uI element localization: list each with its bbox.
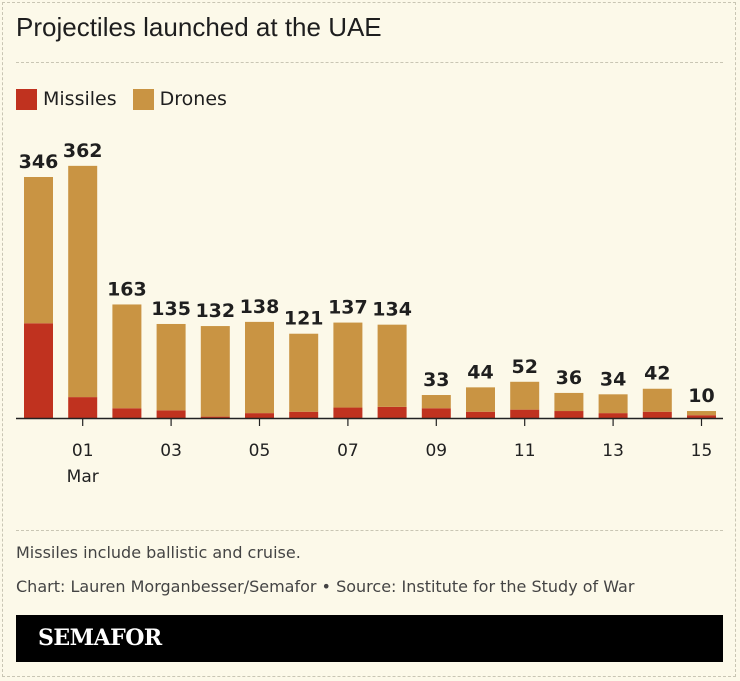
- credit: Chart: Lauren Morganbesser/Semafor • Sou…: [16, 577, 635, 596]
- total-label: 34: [600, 368, 626, 390]
- missiles-bar: [687, 415, 716, 418]
- x-tick-label: 09: [425, 441, 447, 461]
- drones-bar: [156, 323, 186, 411]
- divider: [16, 62, 723, 63]
- divider: [16, 530, 723, 531]
- x-tick-label: 05: [249, 441, 271, 461]
- missiles-bar: [200, 416, 230, 418]
- drones-bar: [200, 326, 230, 417]
- total-label: 121: [284, 308, 324, 330]
- drones-bar: [24, 177, 53, 324]
- drones-swatch: [132, 88, 154, 110]
- semafor-logo: SEMAFOR: [38, 625, 162, 651]
- total-label: 138: [240, 296, 280, 318]
- total-label: 134: [372, 299, 412, 321]
- drones-bar: [642, 388, 672, 412]
- x-tick-label: 03: [160, 441, 182, 461]
- x-tick-label: 15: [691, 441, 713, 461]
- brand-bar: SEMAFOR: [16, 615, 723, 662]
- total-label: 346: [19, 151, 59, 173]
- missiles-bar: [642, 411, 672, 418]
- drones-bar: [377, 324, 407, 407]
- chart-title: Projectiles launched at the UAE: [16, 12, 382, 42]
- missiles-bar: [598, 413, 628, 418]
- missiles-bar: [68, 397, 98, 418]
- total-label: 36: [556, 367, 582, 389]
- missiles-bar: [333, 407, 363, 418]
- missiles-bar: [24, 323, 53, 418]
- legend-label: Drones: [159, 88, 227, 110]
- missiles-bar: [466, 411, 495, 418]
- drones-bar: [333, 322, 363, 408]
- total-label: 44: [467, 361, 493, 383]
- x-tick-label: 07: [337, 441, 359, 461]
- total-label: 10: [688, 385, 714, 407]
- total-label: 132: [195, 300, 235, 322]
- total-label: 52: [511, 356, 537, 378]
- missiles-bar: [289, 411, 319, 418]
- missiles-bar: [156, 410, 186, 418]
- x-tick-label: 01: [72, 441, 94, 461]
- drones-bar: [421, 395, 451, 409]
- missiles-bar: [421, 408, 451, 418]
- missiles-swatch: [16, 88, 37, 110]
- x-tick-label: 13: [602, 441, 624, 461]
- drones-bar: [245, 321, 274, 414]
- footnote: Missiles include ballistic and cruise.: [16, 543, 301, 562]
- x-tick-sublabel: Mar: [67, 467, 99, 487]
- total-label: 135: [151, 298, 191, 320]
- total-label: 163: [107, 278, 147, 300]
- missiles-bar: [245, 413, 274, 418]
- missiles-bar: [377, 406, 407, 418]
- missiles-bar: [554, 411, 584, 418]
- drones-bar: [510, 381, 540, 410]
- missiles-bar: [510, 409, 540, 418]
- drones-bar: [554, 392, 584, 412]
- drones-bar: [112, 304, 142, 409]
- x-tick-label: 11: [514, 441, 536, 461]
- drones-bar: [687, 411, 716, 416]
- drones-bar: [289, 333, 319, 412]
- legend-drones: Drones: [132, 88, 227, 110]
- missiles-bar: [112, 408, 142, 418]
- total-label: 42: [644, 363, 670, 385]
- total-label: 33: [423, 369, 449, 391]
- legend: Missiles Drones: [16, 88, 243, 110]
- total-label: 137: [328, 297, 368, 319]
- legend-label: Missiles: [43, 88, 117, 110]
- drones-bar: [598, 394, 628, 414]
- legend-missiles: Missiles: [16, 88, 117, 110]
- drones-bar: [68, 165, 98, 398]
- total-label: 362: [63, 140, 103, 162]
- drones-bar: [466, 387, 495, 412]
